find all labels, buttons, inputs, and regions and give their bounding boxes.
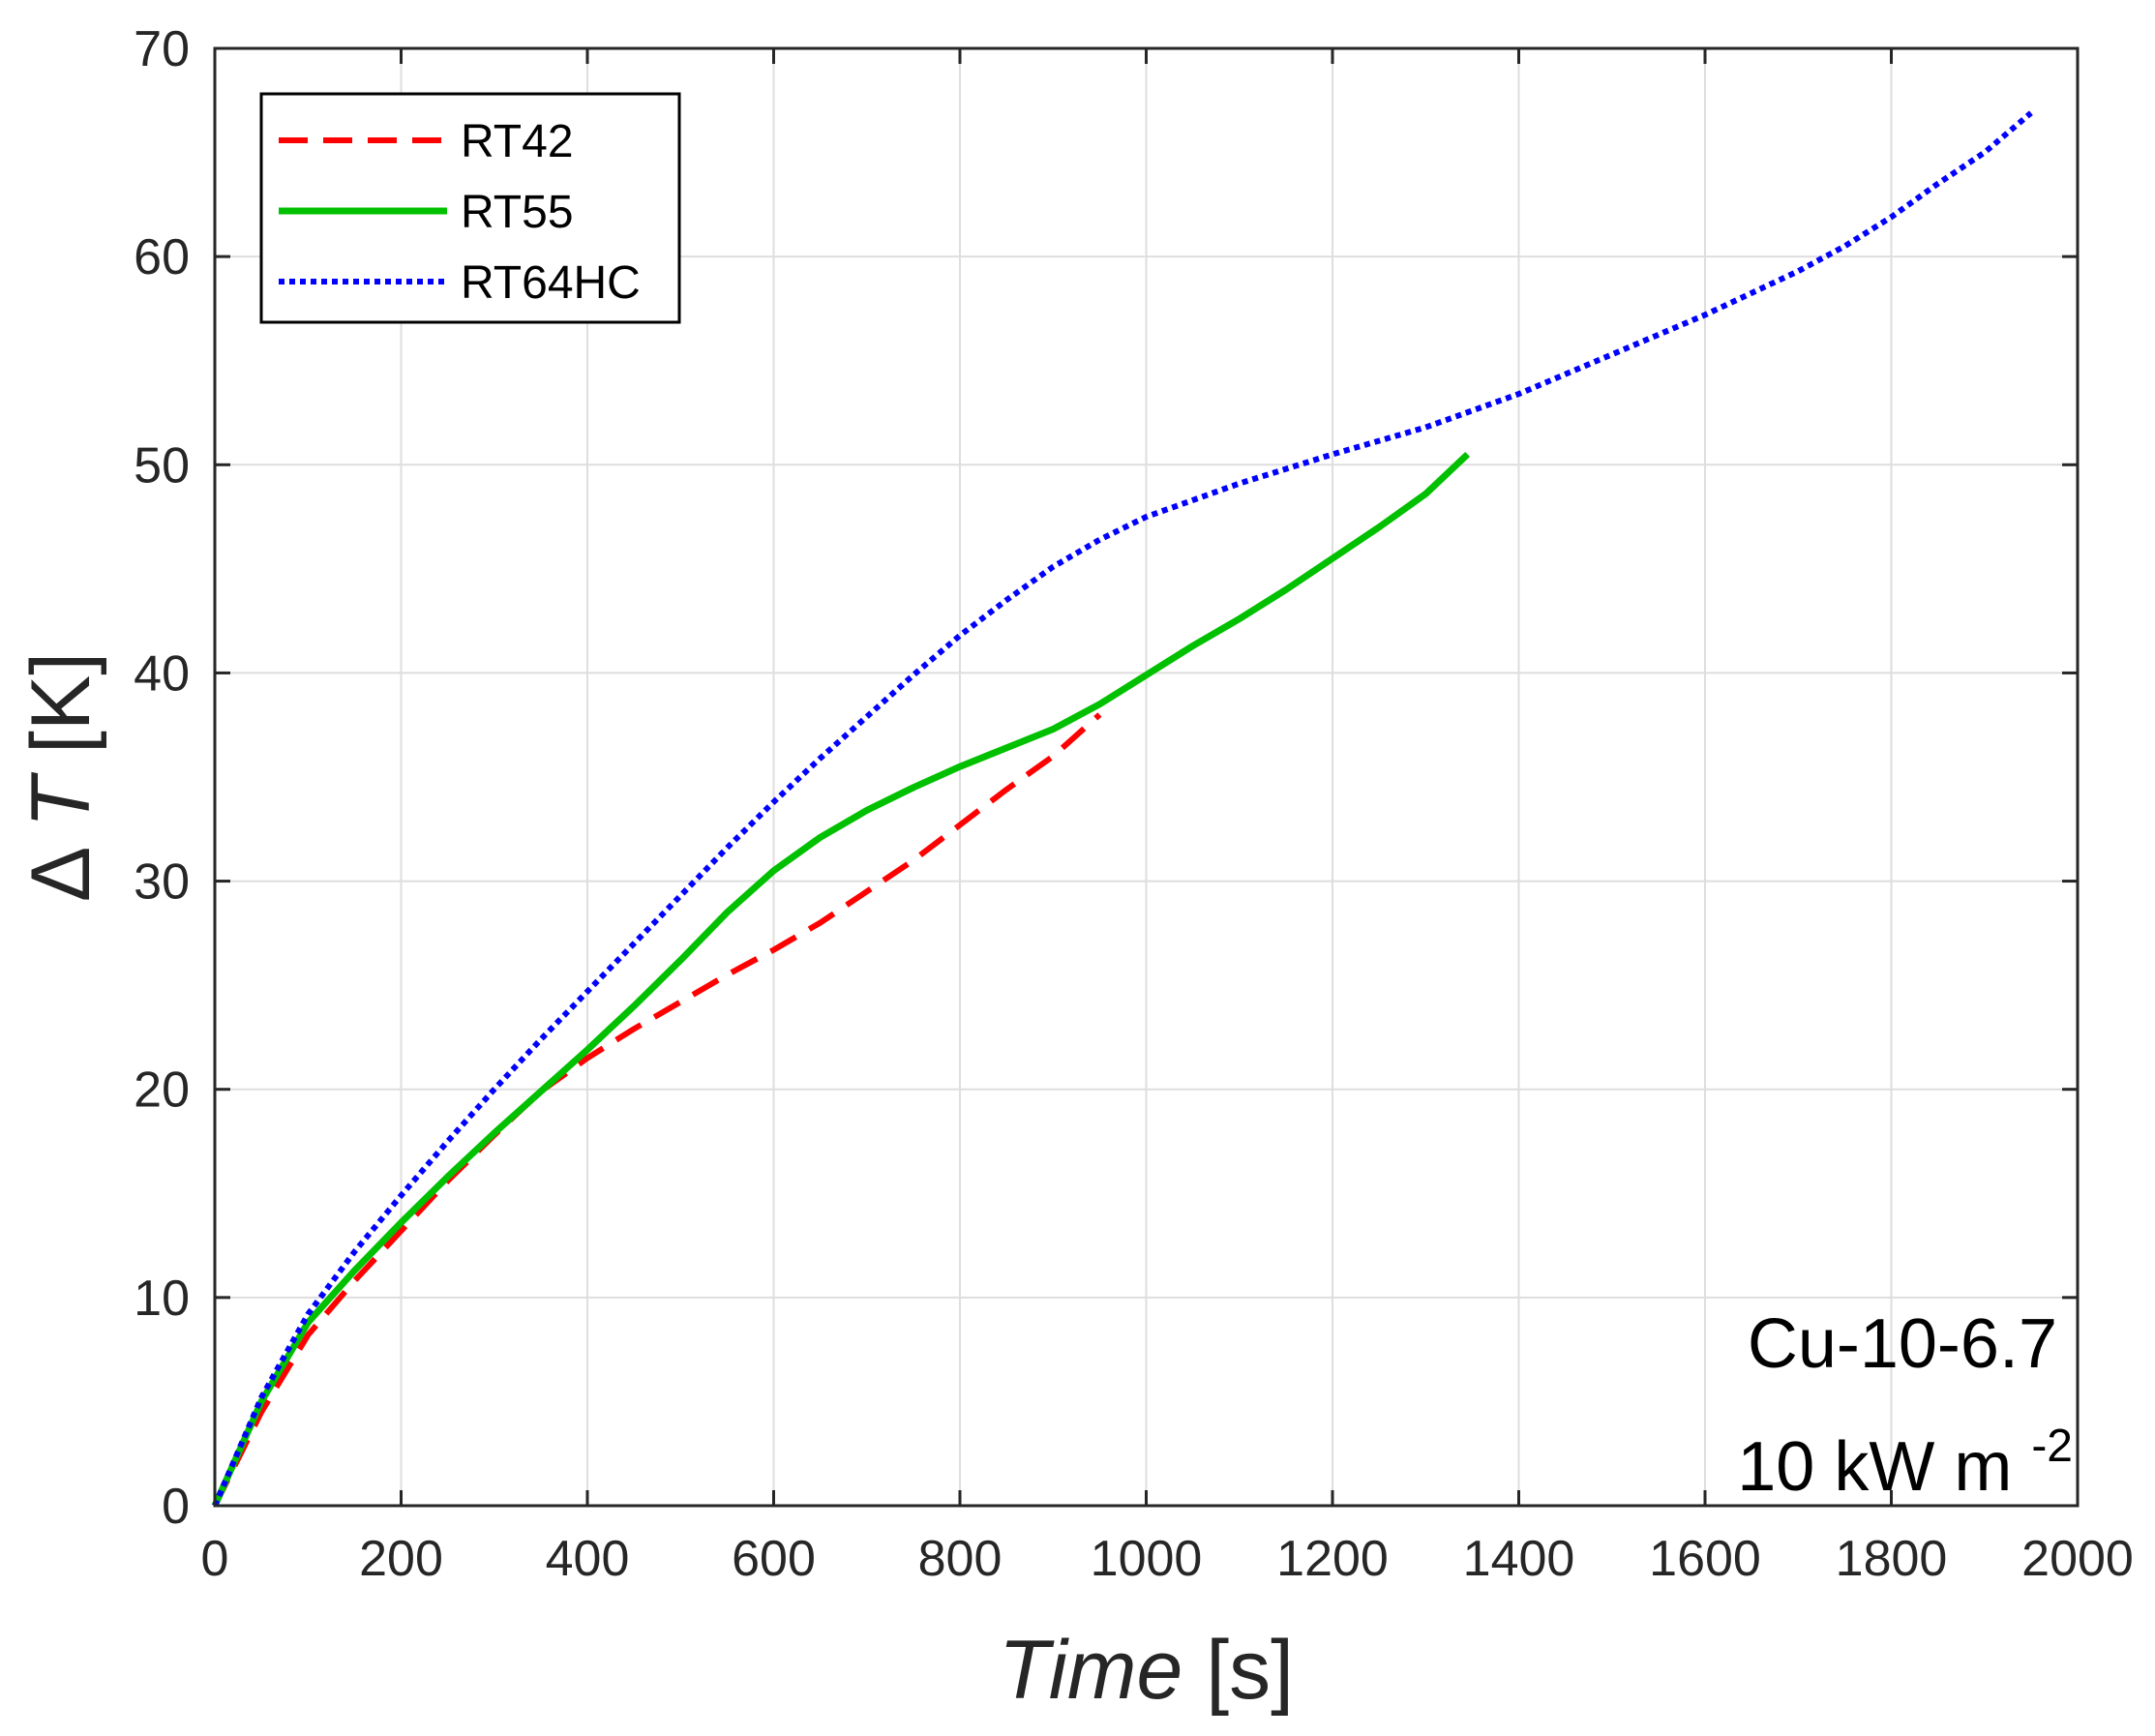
x-tick-label: 600 xyxy=(732,1531,816,1587)
series-group xyxy=(211,110,2033,1508)
x-tick-label: 1600 xyxy=(1649,1531,1761,1587)
legend-label-rt64hc: RT64HC xyxy=(461,257,641,309)
y-tick-label: 0 xyxy=(162,1479,190,1535)
annotation-flux-text: 10 kW m xyxy=(1737,1428,2012,1506)
series-line-rt42 xyxy=(212,712,1102,1508)
y-axis-title-unit: [K] xyxy=(15,652,107,754)
y-tick-label: 40 xyxy=(134,645,190,702)
y-tick-label: 60 xyxy=(134,229,190,285)
x-tick-label: 1400 xyxy=(1463,1531,1575,1587)
y-tick-label: 10 xyxy=(134,1271,190,1327)
x-tick-label: 200 xyxy=(359,1531,443,1587)
x-axis-title-unit: [s] xyxy=(1206,1624,1294,1717)
annotation-flux-sup: -2 xyxy=(2031,1421,2073,1472)
y-tick-label: 30 xyxy=(134,854,190,911)
x-tick-label: 1000 xyxy=(1091,1531,1203,1587)
series-line-rt55 xyxy=(211,451,1471,1508)
legend: RT42 RT55 RT64HC xyxy=(259,92,681,324)
annotation-flux: 10 kW m -2 xyxy=(1737,1421,2073,1506)
annotation: Cu-10-6.7 10 kW m -2 xyxy=(1737,1305,2073,1506)
legend-label-rt42: RT42 xyxy=(461,116,574,167)
x-tick-label: 1200 xyxy=(1276,1531,1389,1587)
tick-labels: 0 200 400 600 800 1000 1200 1400 1600 1800 2000 0 10… xyxy=(134,21,2134,1587)
x-axis-title: Time [s] xyxy=(999,1624,1294,1717)
series-line-rt64hc xyxy=(212,110,2033,1508)
x-axis-title-var: Time xyxy=(999,1624,1182,1717)
annotation-sample: Cu-10-6.7 xyxy=(1748,1305,2057,1383)
x-tick-label: 800 xyxy=(918,1531,1003,1587)
y-tick-label: 70 xyxy=(134,21,190,77)
legend-label-rt55: RT55 xyxy=(461,187,574,238)
y-axis-title-var: T xyxy=(15,772,107,828)
axes xyxy=(213,46,2080,1508)
x-tick-label: 1800 xyxy=(1836,1531,1948,1587)
y-tick-label: 50 xyxy=(134,437,190,494)
x-tick-label: 0 xyxy=(201,1531,229,1587)
y-axis-title-symbol: Δ xyxy=(15,849,107,902)
x-tick-label: 400 xyxy=(546,1531,630,1587)
x-tick-label: 2000 xyxy=(2021,1531,2134,1587)
y-axis-title: Δ T [K] xyxy=(15,652,107,902)
y-tick-label: 20 xyxy=(134,1063,190,1119)
